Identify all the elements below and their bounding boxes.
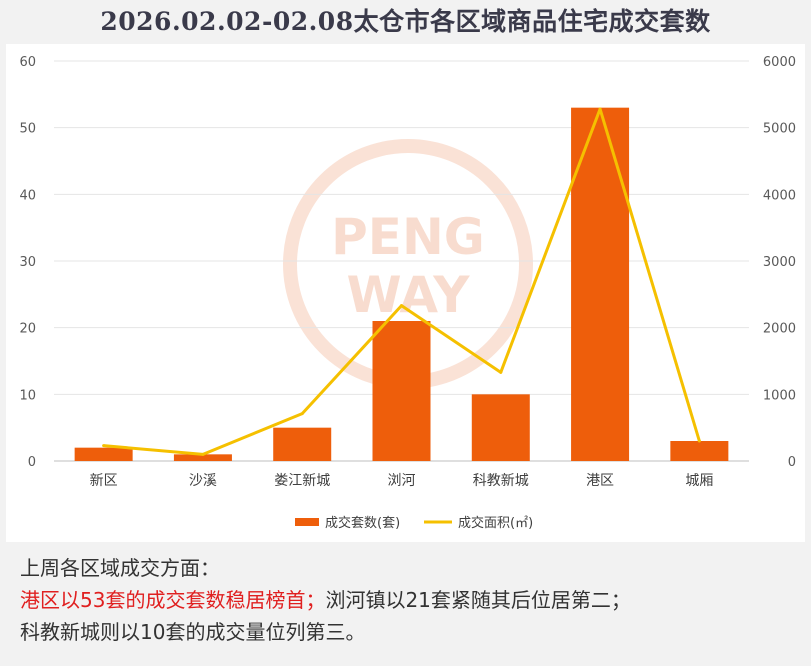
line-series — [102, 107, 701, 456]
bar — [173, 454, 232, 461]
caption-line-2-rest: 浏河镇以21套紧随其后位居第二； — [325, 588, 631, 612]
bar-series — [74, 107, 729, 461]
right-tick-label: 5000 — [763, 122, 796, 137]
right-tick-label: 2000 — [763, 322, 796, 337]
bar — [571, 107, 630, 461]
bar — [273, 427, 332, 461]
left-tick-label: 20 — [19, 322, 36, 337]
chart-title: 2026.02.02-02.08太仓市各区域商品住宅成交套数 — [100, 7, 711, 36]
right-tick-label: 4000 — [763, 188, 796, 203]
line-point — [400, 304, 403, 308]
left-tick-label: 50 — [19, 122, 36, 137]
line-point — [102, 444, 106, 448]
left-axis: 0 10 20 30 40 50 60 — [19, 55, 36, 470]
line-point — [300, 412, 304, 416]
category-label: 科教新城 — [473, 473, 529, 489]
left-tick-label: 10 — [19, 388, 36, 403]
category-label: 新区 — [90, 473, 118, 489]
bar — [670, 441, 729, 461]
line-point — [598, 107, 602, 111]
caption: 上周各区域成交方面： 港区以53套的成交套数稳居榜首；浏河镇以21套紧随其后位居… — [20, 552, 800, 648]
category-label: 城厢 — [685, 473, 713, 489]
chart-panel: PENG WAY 0 10 20 30 40 50 60 0 1000 2000 3000 4000… — [6, 44, 805, 542]
line-point — [499, 370, 503, 374]
category-label: 沙溪 — [189, 473, 217, 489]
caption-line-2: 港区以53套的成交套数稳居榜首；浏河镇以21套紧随其后位居第二； — [20, 584, 800, 616]
caption-line-3: 科教新城则以10套的成交量位列第三。 — [20, 620, 366, 644]
category-axis: 新区 沙溪 娄江新城 浏河 科教新城 港区 城厢 — [90, 473, 714, 489]
legend-label-line: 成交面积(㎡) — [458, 515, 533, 531]
line-point — [201, 452, 205, 456]
legend: 成交套数(套) 成交面积(㎡) — [295, 515, 533, 531]
category-label: 浏河 — [388, 473, 416, 489]
left-tick-label: 60 — [19, 55, 36, 70]
left-tick-label: 0 — [28, 455, 36, 470]
category-label: 港区 — [586, 473, 614, 489]
left-tick-label: 30 — [19, 255, 36, 270]
legend-label-bar: 成交套数(套) — [325, 515, 400, 531]
watermark-line1: PENG — [331, 208, 485, 266]
combo-chart: PENG WAY 0 10 20 30 40 50 60 0 1000 2000 3000 4000… — [19, 55, 796, 531]
line-point — [697, 439, 701, 443]
caption-highlight: 港区以53套的成交套数稳居榜首； — [20, 588, 326, 612]
bar — [471, 394, 530, 461]
right-tick-label: 0 — [788, 455, 796, 470]
legend-swatch-bar — [295, 518, 319, 526]
bar — [372, 321, 431, 461]
right-tick-label: 3000 — [763, 255, 796, 270]
bar — [74, 447, 133, 461]
right-tick-label: 1000 — [763, 388, 796, 403]
caption-line-1: 上周各区域成交方面： — [20, 556, 220, 580]
category-label: 娄江新城 — [274, 473, 330, 489]
watermark-line2: WAY — [346, 266, 470, 324]
right-tick-label: 6000 — [763, 55, 796, 70]
right-axis: 0 1000 2000 3000 4000 5000 6000 — [763, 55, 796, 470]
left-tick-label: 40 — [19, 188, 36, 203]
